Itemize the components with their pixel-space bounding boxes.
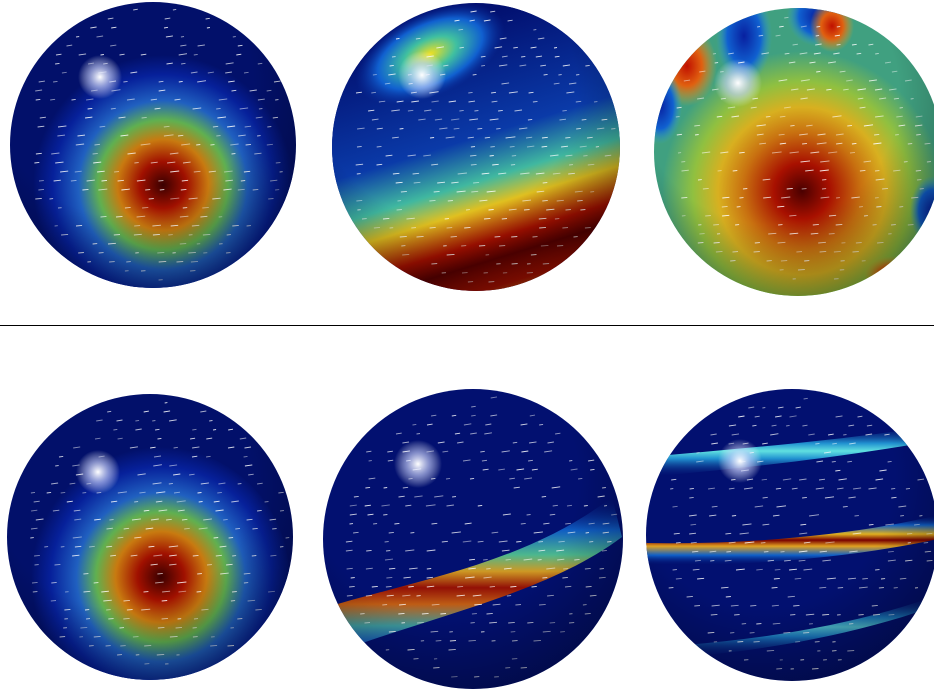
sphere-bottom-1 (7, 394, 293, 680)
specular-highlight (718, 439, 762, 483)
specular-highlight (398, 51, 446, 99)
specular-highlight (394, 440, 442, 488)
sphere-top-2 (332, 3, 620, 291)
specular-highlight (714, 59, 762, 107)
specular-highlight (78, 55, 122, 99)
sphere-bottom-3 (646, 389, 934, 681)
sphere-top-1 (10, 2, 296, 288)
bottom-row (0, 327, 934, 691)
sphere-bottom-2 (323, 389, 623, 689)
sphere-top-3 (654, 8, 934, 296)
top-row (0, 0, 934, 325)
specular-highlight (76, 450, 120, 494)
row-divider-line (0, 325, 934, 326)
